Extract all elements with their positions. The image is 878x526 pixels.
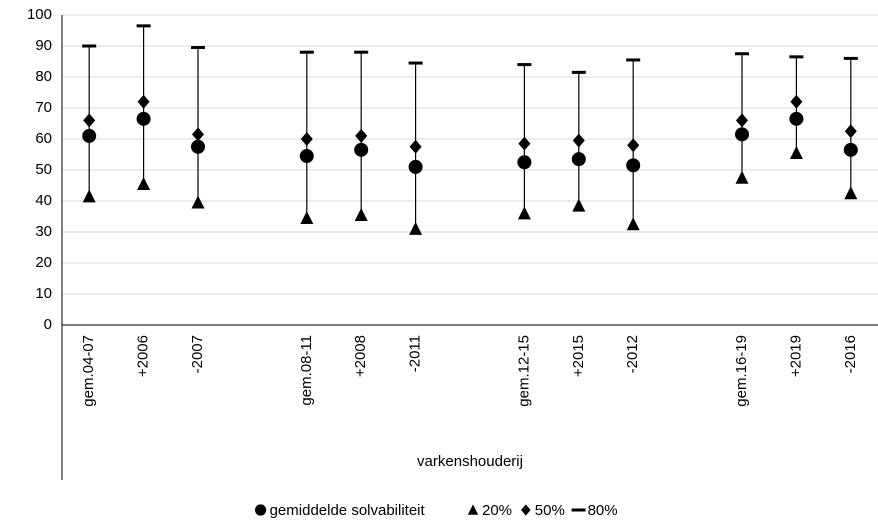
x-tick-label: -2016 bbox=[842, 335, 859, 373]
y-tick-label: 60 bbox=[35, 130, 52, 147]
marker bbox=[136, 111, 151, 126]
x-tick-label: gem.04-07 bbox=[80, 335, 97, 407]
marker bbox=[82, 189, 96, 203]
x-tick-label: gem.08-11 bbox=[298, 335, 315, 406]
legend-marker bbox=[467, 504, 479, 515]
marker bbox=[355, 128, 368, 143]
marker bbox=[137, 94, 150, 109]
legend-label: gemiddelde solvabiliteit bbox=[270, 502, 426, 519]
marker bbox=[517, 155, 532, 170]
marker bbox=[82, 44, 97, 48]
marker bbox=[300, 132, 313, 146]
marker bbox=[735, 127, 749, 142]
marker bbox=[736, 113, 748, 128]
marker bbox=[354, 142, 369, 157]
marker bbox=[191, 46, 205, 50]
y-tick-label: 10 bbox=[35, 285, 52, 302]
legend-label: 80% bbox=[588, 502, 618, 519]
marker bbox=[408, 159, 423, 174]
y-tick-label: 30 bbox=[35, 223, 52, 240]
marker bbox=[626, 158, 641, 173]
marker bbox=[300, 211, 314, 225]
y-tick-label: 80 bbox=[35, 68, 52, 85]
x-tick-label: gem.16-19 bbox=[733, 335, 750, 407]
marker bbox=[299, 50, 314, 54]
y-tick-label: 90 bbox=[35, 37, 52, 54]
marker bbox=[191, 195, 205, 209]
legend-label: 20% bbox=[482, 502, 512, 519]
y-tick-label: 70 bbox=[35, 99, 52, 116]
marker bbox=[137, 176, 151, 190]
marker bbox=[192, 127, 204, 142]
legend-marker bbox=[255, 504, 267, 516]
marker bbox=[191, 139, 205, 154]
marker bbox=[82, 128, 97, 143]
marker bbox=[408, 61, 423, 65]
x-tick-label: -2011 bbox=[407, 335, 424, 372]
marker bbox=[409, 139, 422, 154]
marker bbox=[136, 24, 151, 28]
marker bbox=[789, 55, 804, 59]
marker bbox=[843, 142, 858, 157]
x-tick-label: -2007 bbox=[189, 335, 206, 373]
marker bbox=[844, 124, 857, 139]
marker bbox=[789, 145, 803, 159]
x-tick-label: +2008 bbox=[352, 335, 369, 377]
marker bbox=[789, 111, 804, 126]
marker bbox=[517, 206, 531, 220]
marker bbox=[571, 70, 586, 74]
x-tick-label: +2019 bbox=[787, 335, 804, 377]
marker bbox=[299, 149, 314, 164]
marker bbox=[735, 170, 749, 184]
y-tick-label: 100 bbox=[27, 6, 52, 23]
legend-label: 50% bbox=[535, 502, 565, 519]
marker bbox=[626, 58, 641, 62]
y-tick-label: 0 bbox=[44, 316, 52, 333]
y-tick-label: 20 bbox=[35, 254, 52, 271]
x-tick-label: +2015 bbox=[570, 335, 587, 377]
marker bbox=[843, 56, 858, 60]
marker bbox=[571, 152, 586, 167]
x-axis-label: varkenshouderij bbox=[417, 453, 523, 470]
marker bbox=[518, 136, 531, 151]
x-tick-label: gem.12-15 bbox=[515, 335, 532, 407]
x-tick-label: -2012 bbox=[624, 335, 641, 373]
marker bbox=[844, 186, 858, 200]
marker bbox=[626, 217, 640, 231]
marker bbox=[790, 94, 803, 109]
marker bbox=[627, 138, 640, 153]
x-tick-label: +2006 bbox=[135, 335, 152, 377]
marker bbox=[409, 221, 423, 235]
marker bbox=[572, 133, 585, 148]
y-tick-label: 50 bbox=[35, 161, 52, 178]
marker bbox=[735, 52, 749, 56]
marker bbox=[572, 198, 586, 212]
legend-marker bbox=[521, 504, 531, 516]
marker bbox=[517, 63, 532, 67]
marker bbox=[354, 207, 368, 221]
marker bbox=[83, 113, 96, 128]
legend-marker bbox=[571, 508, 586, 512]
marker bbox=[354, 50, 369, 54]
y-tick-label: 40 bbox=[35, 192, 52, 209]
